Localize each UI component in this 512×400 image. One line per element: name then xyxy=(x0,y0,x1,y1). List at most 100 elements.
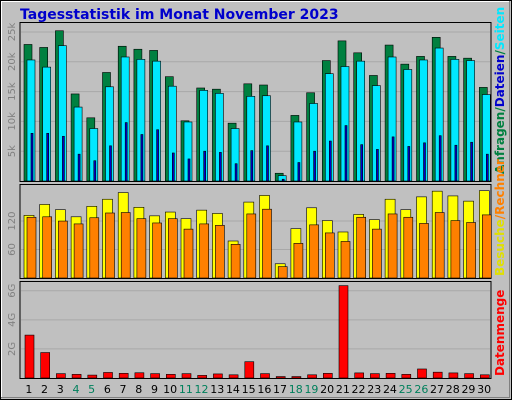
volume-bar-datenmenge xyxy=(71,374,82,379)
volume-bar-datenmenge xyxy=(87,374,98,379)
visits-tick-label: 60 xyxy=(7,243,18,256)
volume-bar-datenmenge xyxy=(134,372,145,379)
volume-bar-datenmenge xyxy=(417,368,427,379)
volume-tick-label: 4G xyxy=(7,313,18,327)
day-label: 19 xyxy=(304,383,318,396)
legend-entry: Besuche xyxy=(493,219,507,276)
day-label: 1 xyxy=(25,383,32,396)
legend-entry: / xyxy=(493,107,507,112)
visits-bar-rechner xyxy=(168,218,178,279)
day-label: 6 xyxy=(104,383,111,396)
visits-bar-rechner xyxy=(481,214,492,279)
volume-bar-datenmenge xyxy=(181,373,192,379)
volume-bar-datenmenge xyxy=(40,352,51,379)
visits-bar-rechner xyxy=(105,212,115,279)
legend-entry: Datenmenge xyxy=(493,290,507,376)
day-label: 7 xyxy=(120,383,127,396)
traffic-bar-seiten xyxy=(485,153,489,182)
traffic-bar-seiten xyxy=(156,129,159,182)
traffic-bar-seiten xyxy=(454,144,458,182)
traffic-bar-seiten xyxy=(30,133,34,182)
day-label: 11 xyxy=(179,383,193,396)
visits-bar-rechner xyxy=(387,213,398,279)
traffic-bar-seiten xyxy=(250,150,254,182)
volume-bar-datenmenge xyxy=(244,361,255,379)
traffic-bar-seiten xyxy=(281,178,285,182)
day-label: 21 xyxy=(336,383,350,396)
traffic-bar-seiten xyxy=(391,136,395,182)
volume-bar-datenmenge xyxy=(432,371,443,379)
visits-bar-rechner xyxy=(419,223,429,279)
traffic-bar-seiten xyxy=(376,149,379,182)
traffic-bars xyxy=(23,30,491,182)
visits-bar-rechner xyxy=(309,224,319,279)
visits-bar-rechner xyxy=(42,216,53,279)
traffic-bar-seiten xyxy=(438,135,442,182)
volume-bar-datenmenge xyxy=(118,373,129,379)
visits-bar-rechner xyxy=(26,216,37,279)
visits-bar-rechner xyxy=(277,266,288,279)
chart-title: Tagesstatistik im Monat November 2023 xyxy=(20,7,339,23)
volume-bar-datenmenge xyxy=(260,373,270,379)
day-label: 28 xyxy=(446,383,460,396)
visits-bar-rechner xyxy=(434,212,445,279)
traffic-tick-label: 10k xyxy=(7,112,18,131)
volume-bar-datenmenge xyxy=(448,372,459,379)
day-label: 12 xyxy=(195,383,209,396)
volume-bar-datenmenge xyxy=(275,376,286,379)
visits-bar-rechner xyxy=(450,220,461,279)
day-label: 16 xyxy=(257,383,271,396)
traffic-bar-seiten xyxy=(93,160,97,182)
traffic-bar-seiten xyxy=(219,152,222,182)
visits-bar-rechner xyxy=(356,216,367,279)
volume-bar-datenmenge xyxy=(213,373,223,379)
legend-entry: Rechner xyxy=(493,159,507,215)
traffic-bar-seiten xyxy=(470,141,473,182)
visits-bar-rechner xyxy=(215,225,225,279)
traffic-bar-seiten xyxy=(124,122,128,182)
volume-bars xyxy=(24,285,490,379)
volume-bar-datenmenge xyxy=(150,373,160,379)
visits-bar-rechner xyxy=(183,228,194,279)
day-label: 5 xyxy=(88,383,95,396)
traffic-bar-seiten xyxy=(46,133,50,182)
legend-entry: Anfragen xyxy=(493,112,507,174)
volume-bar-datenmenge xyxy=(479,374,490,379)
traffic-bar-seiten xyxy=(313,150,316,182)
traffic-tick-labels: 5k 10k 15k 20k 25k xyxy=(7,22,18,157)
volume-bar-datenmenge xyxy=(354,372,365,379)
day-label: 10 xyxy=(163,383,177,396)
visits-bar-rechner xyxy=(324,232,335,279)
volume-bar-datenmenge xyxy=(103,372,113,379)
day-label: 14 xyxy=(226,383,240,396)
day-labels: 1 2 3 4 5 6 7 8 9 10 11 12 13 14 15 16 17 18 19 20 21 22 23 24 2… xyxy=(25,383,491,396)
visits-bar-rechner xyxy=(120,212,131,279)
visits-bar-rechner xyxy=(73,223,84,279)
volume-bar-datenmenge xyxy=(228,374,239,379)
visits-bars xyxy=(23,190,492,279)
visits-bar-rechner xyxy=(89,217,100,279)
traffic-tick-label: 25k xyxy=(7,22,18,41)
visits-tick-labels: 60 120 xyxy=(7,212,18,256)
traffic-bar-seiten xyxy=(203,150,206,182)
day-label: 29 xyxy=(461,383,475,396)
legend-entry: Dateien xyxy=(493,55,507,108)
day-label: 26 xyxy=(414,383,428,396)
traffic-tick-label: 20k xyxy=(7,52,18,71)
traffic-bar-seiten xyxy=(360,144,364,182)
legend-entry: / xyxy=(493,214,507,219)
traffic-tick-label: 15k xyxy=(7,82,18,101)
traffic-bar-seiten xyxy=(62,135,65,182)
day-label: 17 xyxy=(273,383,287,396)
volume-bar-datenmenge xyxy=(322,373,333,379)
visits-bar-rechner xyxy=(58,220,68,279)
traffic-bar-seiten xyxy=(407,146,411,182)
volume-bar-datenmenge xyxy=(307,374,317,379)
visits-bar-rechner xyxy=(136,218,147,279)
volume-bar-datenmenge xyxy=(464,373,474,379)
traffic-bar-seiten xyxy=(77,153,81,182)
volume-bar-datenmenge xyxy=(56,373,66,379)
day-label: 25 xyxy=(399,383,413,396)
traffic-bar-seiten xyxy=(140,134,144,182)
